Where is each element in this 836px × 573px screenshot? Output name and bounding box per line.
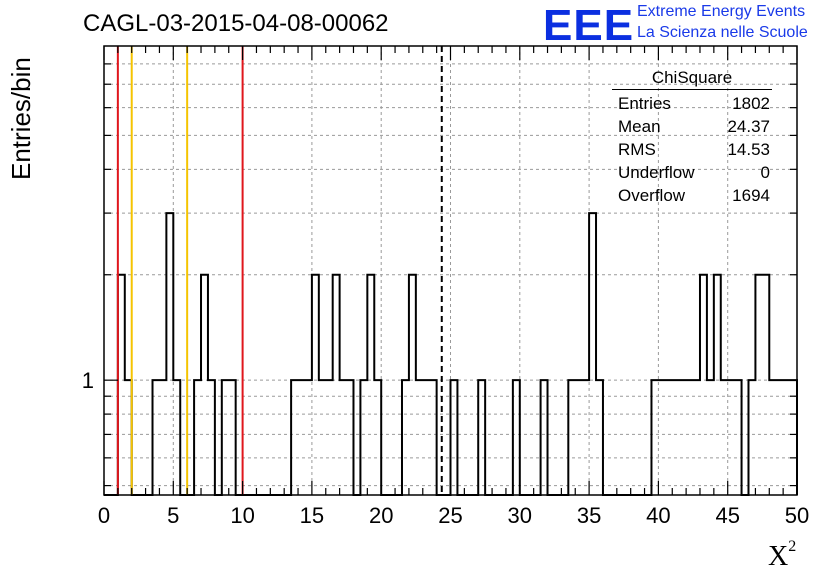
x-tick-label: 30 (508, 503, 532, 528)
x-tick-label: 5 (167, 503, 179, 528)
x-tick-label: 10 (230, 503, 254, 528)
x-tick-label: 25 (438, 503, 462, 528)
logo-line-1: Extreme Energy Events (637, 3, 806, 20)
y-tick-label: 1 (82, 368, 94, 393)
x-tick-label: 0 (98, 503, 110, 528)
stats-value: 24.37 (727, 117, 770, 136)
stats-label: Underflow (618, 163, 695, 182)
stats-row-underflow: Underflow 0 (612, 161, 776, 184)
x-tick-label: 35 (577, 503, 601, 528)
x-tick-label: 45 (715, 503, 739, 528)
stats-label: RMS (618, 140, 656, 159)
stats-row-rms: RMS 14.53 (612, 138, 776, 161)
stats-label: Mean (618, 117, 661, 136)
stats-row-entries: Entries 1802 (612, 92, 776, 115)
stats-row-overflow: Overflow 1694 (612, 184, 776, 207)
chart-title: CAGL-03-2015-04-08-00062 (83, 10, 389, 37)
stats-label: Entries (618, 94, 671, 113)
stats-box: ChiSquare Entries 1802 Mean 24.37 RMS 14.53… (612, 68, 776, 207)
x-axis-label-base: X (768, 541, 789, 572)
y-axis-label: Entries/bin (6, 57, 36, 180)
x-tick-label: 40 (646, 503, 670, 528)
stats-value: 0 (760, 163, 770, 182)
stats-value: 14.53 (727, 140, 770, 159)
logo-line-2: La Scienza nelle Scuole (637, 24, 808, 41)
x-tick-label: 20 (369, 503, 393, 528)
histogram-series (104, 212, 798, 496)
stats-value: 1694 (732, 186, 770, 205)
x-tick-label: 15 (300, 503, 324, 528)
stats-title: ChiSquare (612, 68, 772, 90)
stats-value: 1802 (732, 94, 770, 113)
eee-logo: EEE (543, 1, 635, 50)
stats-label: Overflow (618, 186, 686, 205)
x-tick-label: 50 (785, 503, 809, 528)
stats-row-mean: Mean 24.37 (612, 115, 776, 138)
x-axis-label: X2 (768, 538, 796, 573)
x-axis-label-superscript: 2 (788, 538, 797, 555)
